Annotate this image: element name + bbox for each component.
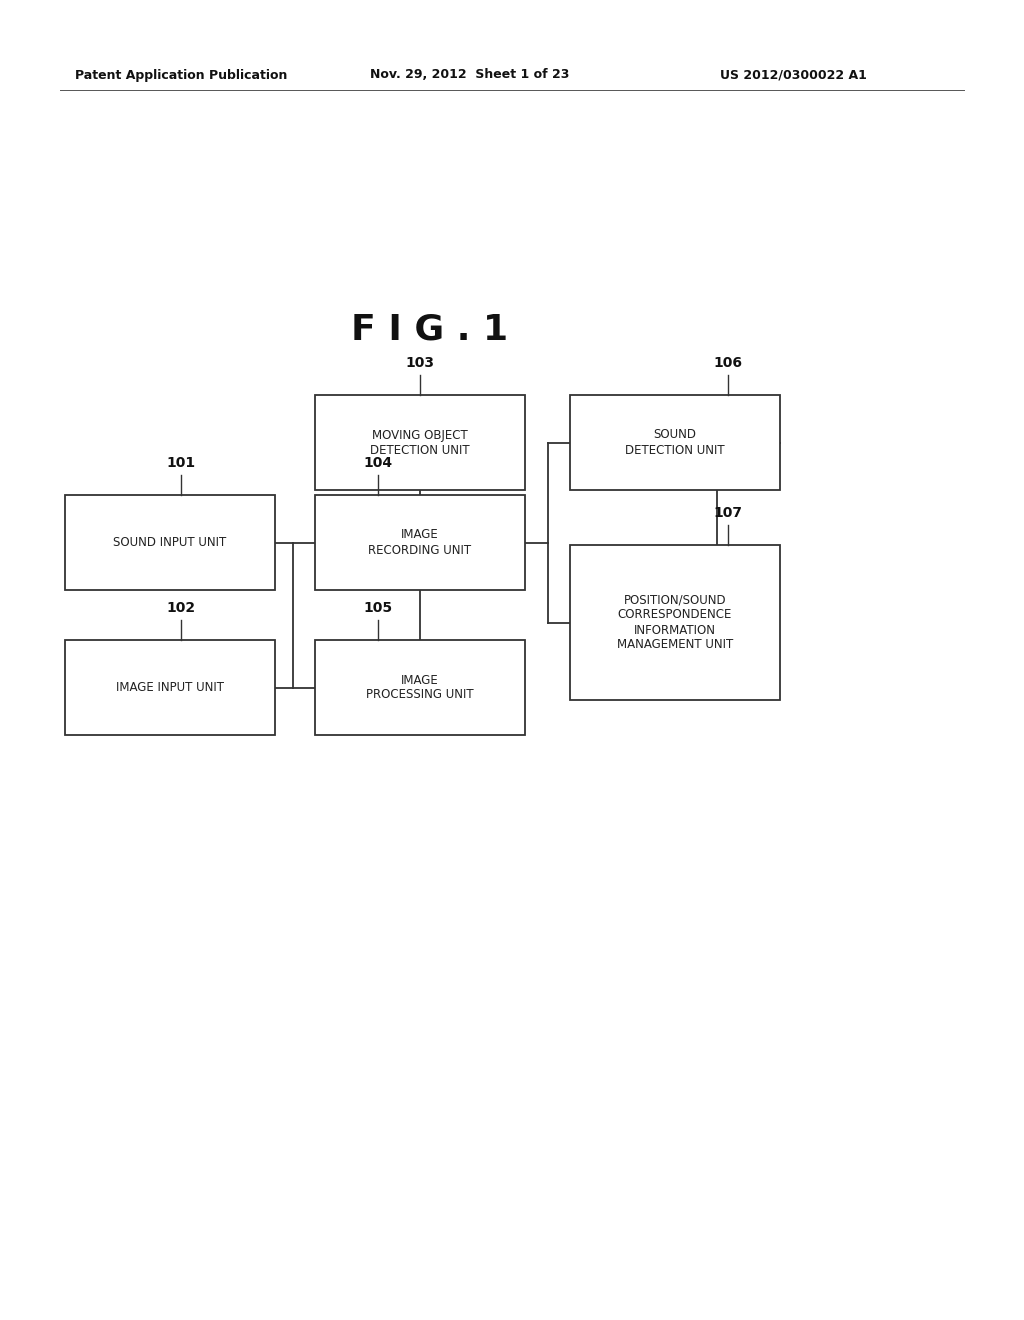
Text: Patent Application Publication: Patent Application Publication: [75, 69, 288, 82]
Bar: [65, 640, 275, 735]
Bar: [315, 395, 525, 490]
Text: IMAGE
PROCESSING UNIT: IMAGE PROCESSING UNIT: [367, 673, 474, 701]
Text: F I G . 1: F I G . 1: [351, 313, 509, 347]
Bar: [315, 640, 525, 735]
Text: IMAGE
RECORDING UNIT: IMAGE RECORDING UNIT: [369, 528, 472, 557]
Text: POSITION/SOUND
CORRESPONDENCE
INFORMATION
MANAGEMENT UNIT: POSITION/SOUND CORRESPONDENCE INFORMATIO…: [616, 594, 733, 652]
Text: SOUND INPUT UNIT: SOUND INPUT UNIT: [114, 536, 226, 549]
Text: 105: 105: [364, 601, 392, 615]
Text: IMAGE INPUT UNIT: IMAGE INPUT UNIT: [116, 681, 224, 694]
Text: 103: 103: [406, 356, 434, 370]
Text: Nov. 29, 2012  Sheet 1 of 23: Nov. 29, 2012 Sheet 1 of 23: [370, 69, 569, 82]
Bar: [570, 545, 780, 700]
Text: SOUND
DETECTION UNIT: SOUND DETECTION UNIT: [626, 429, 725, 457]
Bar: [315, 495, 525, 590]
Text: 106: 106: [713, 356, 742, 370]
Text: MOVING OBJECT
DETECTION UNIT: MOVING OBJECT DETECTION UNIT: [371, 429, 470, 457]
Text: 101: 101: [166, 455, 195, 470]
Text: 104: 104: [364, 455, 392, 470]
Text: 107: 107: [713, 506, 742, 520]
Bar: [570, 395, 780, 490]
Text: US 2012/0300022 A1: US 2012/0300022 A1: [720, 69, 867, 82]
Bar: [65, 495, 275, 590]
Text: 102: 102: [166, 601, 195, 615]
